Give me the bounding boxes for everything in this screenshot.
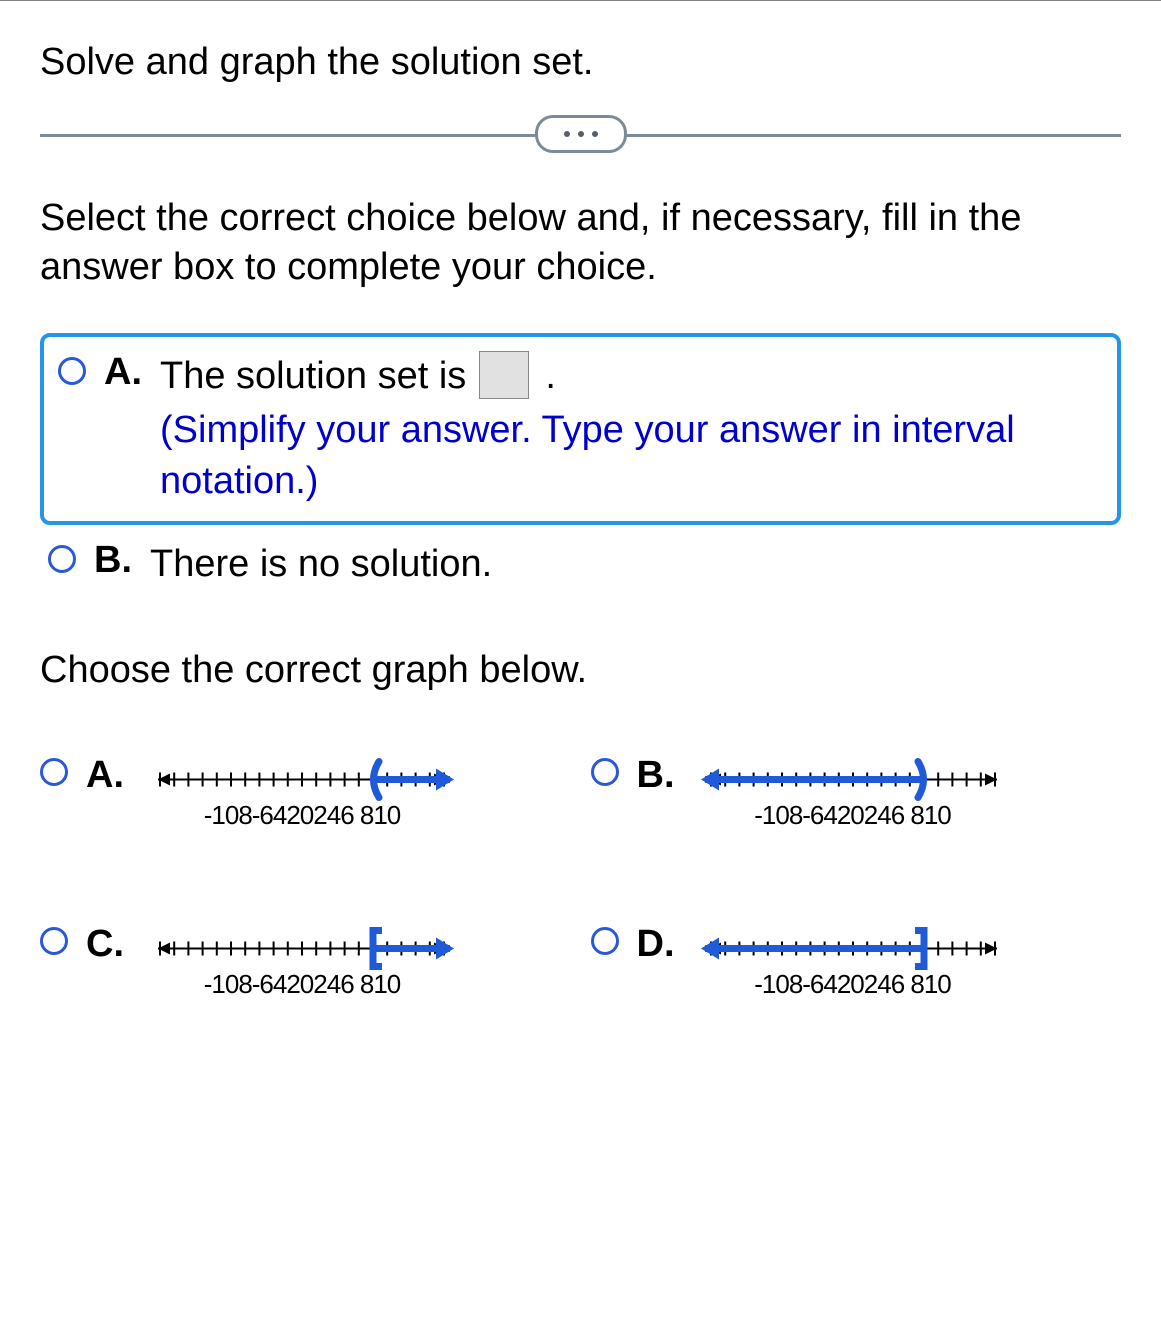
graph-option-c: C. -108-6420246 810: [40, 921, 571, 1000]
graph-a-radio[interactable]: [40, 758, 68, 786]
graph-a-svg: [142, 752, 462, 802]
graph-options-grid: A. -108-6420246 810 B. -108-6420246 810 …: [40, 752, 1121, 1000]
ellipsis-icon: [564, 131, 570, 137]
choice-a-text-before: The solution set is: [160, 355, 477, 397]
choice-b-text: There is no solution.: [150, 543, 492, 585]
separator: [40, 114, 1121, 154]
answer-input[interactable]: [479, 351, 529, 399]
graph-d-axis-labels: -108-6420246 810: [693, 969, 1013, 1000]
graph-b-axis-labels: -108-6420246 810: [693, 800, 1013, 831]
graph-b-radio[interactable]: [591, 758, 619, 786]
choice-a-container: A. The solution set is . (Simplify your …: [40, 333, 1121, 526]
graph-option-b: B. -108-6420246 810: [591, 752, 1122, 831]
graph-c-letter: C.: [86, 923, 142, 966]
graph-b-letter: B.: [637, 754, 693, 797]
choice-b-letter: B.: [94, 539, 150, 582]
ellipsis-icon: [578, 131, 584, 137]
choice-a-hint: (Simplify your answer. Type your answer …: [160, 409, 1015, 502]
instructions-text: Select the correct choice below and, if …: [40, 194, 1121, 293]
choice-a-text-after: .: [545, 355, 556, 397]
choice-b-container: B. There is no solution.: [40, 525, 1121, 598]
graph-c-axis-labels: -108-6420246 810: [142, 969, 462, 1000]
graph-c-radio[interactable]: [40, 927, 68, 955]
question-text: Solve and graph the solution set.: [40, 41, 1121, 84]
choice-b-radio[interactable]: [48, 545, 76, 573]
graph-d-radio[interactable]: [591, 927, 619, 955]
graph-option-d: D. -108-6420246 810: [591, 921, 1122, 1000]
graph-a-axis-labels: -108-6420246 810: [142, 800, 462, 831]
graph-a-letter: A.: [86, 754, 142, 797]
choice-a-radio[interactable]: [58, 357, 86, 385]
expand-button[interactable]: [535, 115, 627, 153]
graph-d-letter: D.: [637, 923, 693, 966]
graph-option-a: A. -108-6420246 810: [40, 752, 571, 831]
choice-a-letter: A.: [104, 351, 160, 394]
graph-b-svg: [693, 752, 1013, 802]
ellipsis-icon: [592, 131, 598, 137]
graph-c-svg: [142, 921, 462, 971]
graph-prompt: Choose the correct graph below.: [40, 649, 1121, 692]
graph-d-svg: [693, 921, 1013, 971]
